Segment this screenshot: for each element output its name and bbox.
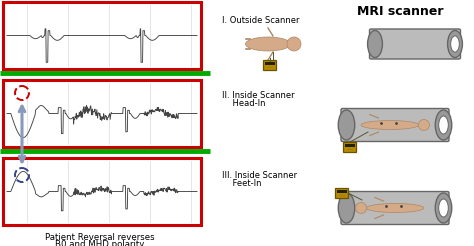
- FancyBboxPatch shape: [341, 108, 449, 141]
- FancyBboxPatch shape: [370, 29, 461, 59]
- Bar: [264, 60, 276, 70]
- Circle shape: [347, 149, 349, 150]
- Circle shape: [356, 202, 366, 214]
- Text: I. Outside Scanner: I. Outside Scanner: [222, 16, 300, 25]
- Circle shape: [287, 37, 301, 51]
- Text: II. Inside Scanner: II. Inside Scanner: [222, 91, 295, 100]
- Ellipse shape: [447, 31, 463, 58]
- Text: B0 and MHD polarity: B0 and MHD polarity: [55, 240, 145, 246]
- Circle shape: [267, 67, 269, 68]
- Bar: [336, 188, 348, 198]
- Ellipse shape: [338, 193, 355, 223]
- Circle shape: [349, 149, 351, 150]
- Ellipse shape: [451, 36, 459, 52]
- Ellipse shape: [361, 121, 419, 129]
- Ellipse shape: [435, 110, 452, 140]
- Text: MRI scanner: MRI scanner: [357, 5, 443, 18]
- Ellipse shape: [439, 116, 448, 134]
- Bar: [3, 158, 201, 225]
- Bar: [337, 189, 347, 193]
- Text: Head-In: Head-In: [222, 99, 265, 108]
- Ellipse shape: [246, 37, 291, 51]
- Bar: [3, 80, 201, 147]
- Ellipse shape: [367, 31, 383, 58]
- Bar: [3, 2, 201, 69]
- Ellipse shape: [435, 193, 452, 223]
- Text: Patient Reversal reverses: Patient Reversal reverses: [45, 233, 155, 242]
- Ellipse shape: [338, 110, 355, 140]
- Ellipse shape: [439, 199, 448, 217]
- Bar: [344, 142, 356, 152]
- FancyBboxPatch shape: [341, 191, 449, 225]
- Circle shape: [341, 195, 343, 196]
- Circle shape: [343, 195, 345, 196]
- Bar: [345, 143, 355, 147]
- Circle shape: [339, 195, 341, 196]
- Circle shape: [269, 67, 271, 68]
- Circle shape: [419, 120, 429, 130]
- Text: Feet-In: Feet-In: [222, 179, 262, 188]
- Circle shape: [351, 149, 353, 150]
- Ellipse shape: [366, 203, 424, 213]
- Circle shape: [271, 67, 273, 68]
- Bar: [265, 62, 275, 65]
- Text: III. Inside Scanner: III. Inside Scanner: [222, 171, 297, 180]
